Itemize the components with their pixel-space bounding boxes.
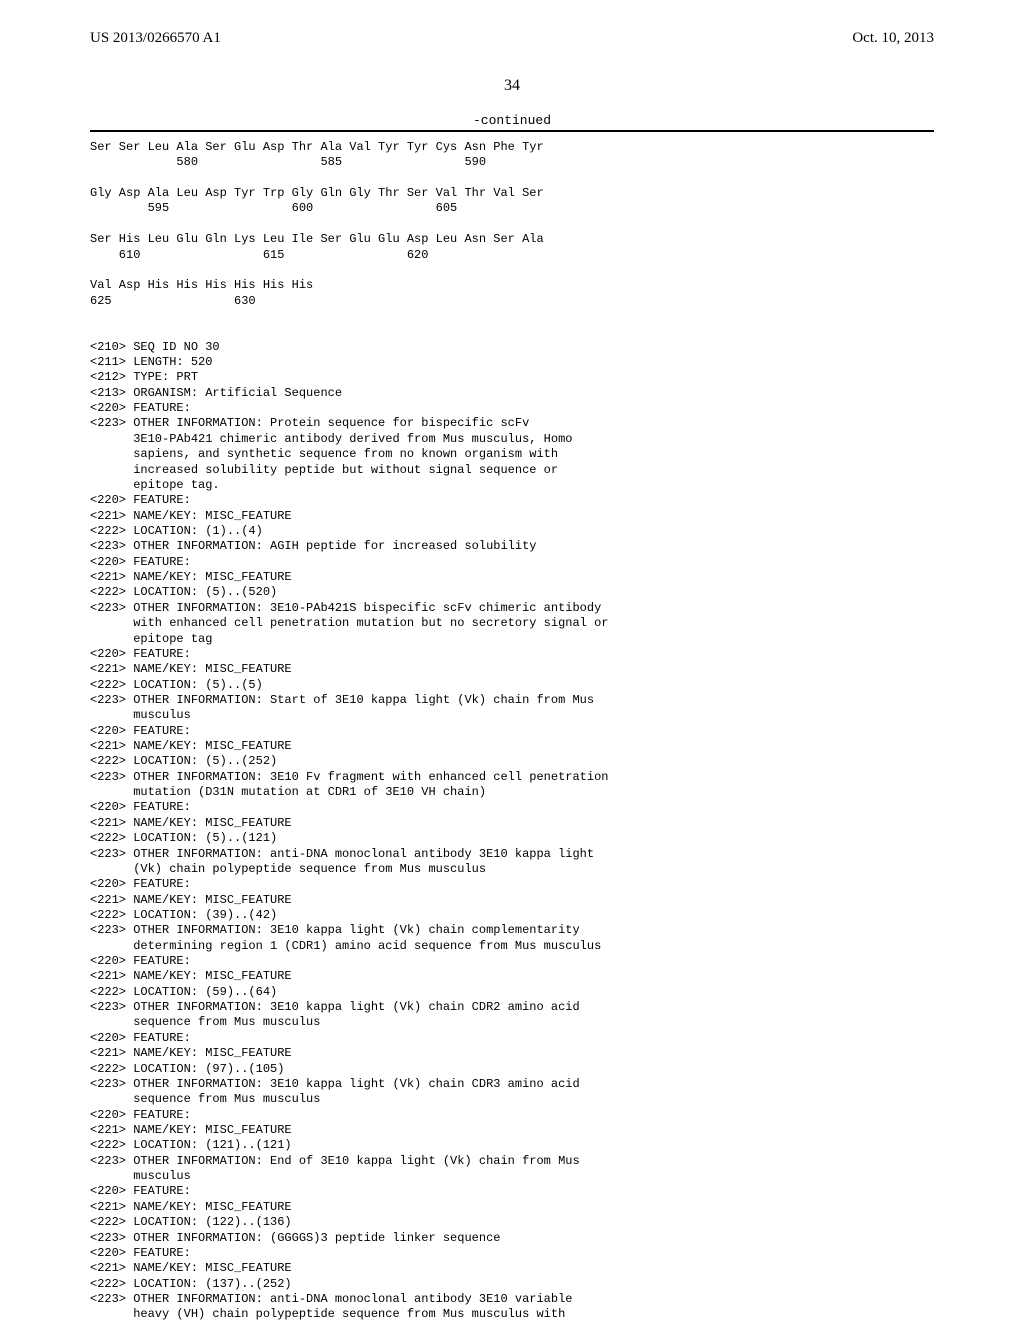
publication-number: US 2013/0266570 A1 <box>90 30 221 47</box>
page: US 2013/0266570 A1 Oct. 10, 2013 34 -con… <box>0 0 1024 1320</box>
sequence-listing: Ser Ser Leu Ala Ser Glu Asp Thr Ala Val … <box>90 140 934 1323</box>
horizontal-rule <box>90 130 934 132</box>
header-row: US 2013/0266570 A1 Oct. 10, 2013 <box>90 30 934 47</box>
continued-label: -continued <box>90 113 934 128</box>
page-number: 34 <box>90 77 934 95</box>
publication-date: Oct. 10, 2013 <box>852 30 934 47</box>
